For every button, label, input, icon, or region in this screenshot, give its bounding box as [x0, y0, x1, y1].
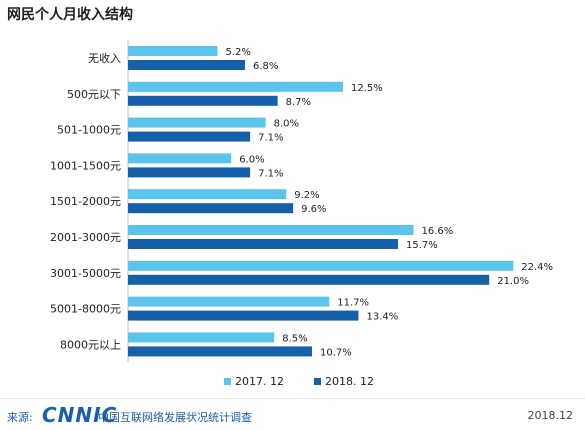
data-label: 7.1% — [258, 133, 283, 144]
bar — [128, 95, 278, 106]
bar — [128, 239, 399, 249]
data-label: 8.7% — [286, 97, 311, 108]
legend-label: 2018. 12 — [325, 375, 374, 388]
bar — [128, 81, 343, 92]
bar — [128, 332, 275, 343]
data-label: 6.8% — [253, 61, 278, 72]
bar — [128, 189, 287, 200]
category-label: 无收入 — [88, 51, 121, 65]
data-label: 16.6% — [422, 226, 454, 237]
bar — [128, 46, 218, 56]
legend-swatch — [224, 378, 231, 385]
category-label: 1001-1500元 — [50, 159, 121, 172]
data-label: 11.7% — [337, 298, 369, 309]
category-label: 8000元以上 — [60, 338, 121, 351]
data-label: 22.4% — [521, 262, 553, 273]
bar — [128, 346, 313, 357]
bar — [128, 225, 414, 235]
category-label: 3001-5000元 — [50, 267, 121, 280]
category-label: 500元以下 — [67, 88, 121, 101]
bar — [128, 167, 251, 178]
data-label: 9.2% — [294, 190, 319, 201]
data-label: 8.5% — [282, 333, 307, 344]
bar — [128, 203, 294, 214]
data-label: 5.2% — [225, 47, 250, 58]
bar — [128, 296, 330, 307]
report-date: 2018.12 — [527, 409, 574, 422]
bar — [128, 153, 232, 164]
bar — [128, 274, 490, 285]
bar-chart: 无收入 5.2%6.8% 500元以下 12.5% 8.7% 501-1000元 8.0% 7… — [50, 40, 553, 388]
data-label: 8.0% — [274, 119, 299, 130]
data-label: 9.6% — [301, 204, 326, 215]
bar — [128, 60, 245, 70]
legend-label: 2017. 12 — [235, 375, 284, 388]
data-label: 13.4% — [366, 312, 398, 323]
source-org: 中国互联网络发展状况统计调查 — [98, 411, 252, 424]
cnnic-logo: CNNIC — [42, 403, 118, 427]
footer: 来源: CNNIC 中国互联网络发展状况统计调查 2018.12 — [0, 398, 585, 430]
bar — [128, 131, 251, 142]
legend-swatch — [314, 378, 321, 385]
data-label: 7.1% — [258, 168, 283, 179]
data-label: 21.0% — [497, 276, 529, 287]
source-label: 来源: — [7, 411, 33, 424]
data-label: 15.7% — [406, 240, 438, 251]
data-label: 6.0% — [239, 154, 264, 165]
bar — [128, 117, 266, 128]
category-label: 501-1000元 — [57, 124, 121, 137]
chart-title: 网民个人月收入结构 — [7, 7, 133, 23]
data-label: 12.5% — [351, 83, 383, 94]
category-label: 5001-8000元 — [50, 303, 121, 316]
data-label: 10.7% — [320, 347, 352, 358]
category-label: 1501-2000元 — [50, 195, 121, 208]
bar — [128, 310, 359, 321]
bar — [128, 260, 514, 271]
category-label: 2001-3000元 — [50, 231, 121, 244]
